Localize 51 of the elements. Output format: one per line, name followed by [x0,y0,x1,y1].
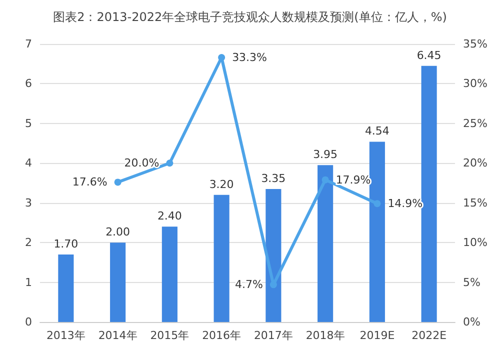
x-tick-label: 2017年 [254,329,293,342]
bar [318,165,334,322]
bar [214,194,230,322]
data-label: 2.00 [106,226,130,239]
point [270,281,277,288]
bar [421,66,437,322]
data-label: 1.70 [54,237,78,250]
point [114,178,122,186]
data-label: 4.54 [364,124,390,138]
x-tick-label: 2013年 [46,329,86,342]
x-tick-label: 2016年 [202,329,242,342]
x-tick-label: 2015年 [150,329,190,342]
y2-tick-label: 35% [463,38,488,50]
data-label: 3.20 [209,178,234,191]
y2-tick-label: 10% [463,236,488,250]
x-tick-label: 2014年 [98,329,138,342]
x-tick-label: 2018年 [306,329,345,342]
point [322,176,329,184]
data-label: 3.35 [261,172,286,185]
x-tick-label: 2022E [412,329,447,342]
data-label: 20.0% [124,156,160,170]
x-tick-label: 2019E [360,329,395,342]
y-tick-label: 5 [25,116,32,130]
y-tick-label: 6 [25,77,32,90]
y2-tick-label: 5% [463,276,480,289]
chart-title: 图表2：2013-2022年全球电子竞技观众人数规模及预测(单位：亿人，%) [53,10,447,24]
y2-tick-label: 20% [463,156,488,170]
y-tick-label: 4 [25,156,32,170]
data-label: 2.40 [157,210,182,223]
bar [58,254,74,322]
bar [162,226,178,322]
y-tick-label: 2 [25,236,32,250]
y-tick-label: 7 [25,38,32,50]
y-tick-label: 3 [25,196,32,210]
y-tick-label: 0 [25,316,32,328]
y2-tick-label: 30% [463,77,488,90]
y-tick-label: 1 [25,276,32,289]
point [374,200,381,208]
data-label: 33.3% [232,51,268,64]
point [218,54,226,61]
data-label: 3.95 [313,148,338,162]
y2-tick-label: 0% [463,316,480,328]
bar [369,142,385,322]
data-label: 4.7% [234,278,263,292]
data-label: 6.45 [416,48,442,62]
data-label: 17.6% [72,176,108,189]
point [166,160,174,167]
bar [266,188,282,322]
bar [110,242,126,322]
y2-tick-label: 15% [463,196,488,210]
y2-tick-label: 25% [463,116,488,130]
